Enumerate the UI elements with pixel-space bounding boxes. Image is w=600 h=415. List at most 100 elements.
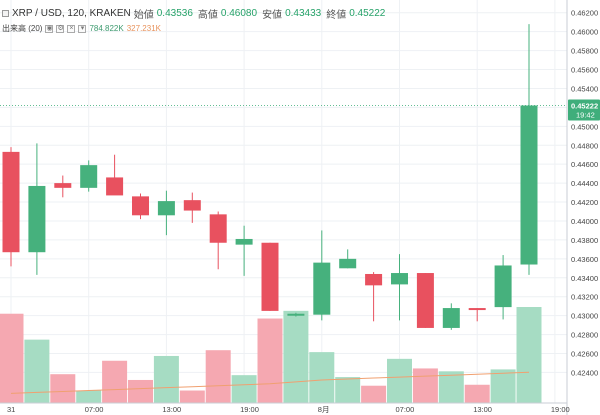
- candle: [28, 143, 46, 275]
- volume-bar: [438, 371, 464, 403]
- candle-body: [132, 196, 149, 216]
- volume-bar: [309, 352, 335, 403]
- x-tick-label: 13:00: [162, 405, 181, 414]
- y-tick-label: 0.42400: [571, 368, 598, 377]
- candle: [520, 24, 538, 275]
- settings-icon[interactable]: ⚙: [56, 24, 65, 33]
- candle-body: [157, 201, 175, 216]
- candle-body: [365, 273, 383, 286]
- price-tag: [568, 99, 600, 121]
- candle: [157, 190, 175, 236]
- x-tick-label: 8月: [318, 405, 330, 414]
- volume-bar: [361, 385, 387, 403]
- y-tick-label: 0.43400: [571, 274, 598, 283]
- candle-body: [468, 308, 486, 311]
- y-tick-label: 0.45600: [571, 66, 598, 75]
- symbol-label: XRP / USD, 120, KRAKEN: [12, 8, 131, 19]
- x-tick-label: 31: [7, 405, 15, 414]
- y-tick-label: 0.42800: [571, 331, 598, 340]
- candle: [442, 303, 460, 330]
- y-tick-label: 0.44800: [571, 141, 598, 150]
- candle: [235, 225, 253, 276]
- candle: [209, 211, 227, 270]
- more-icon[interactable]: ▾: [78, 24, 87, 33]
- candle-body: [313, 262, 331, 315]
- volume-indicator-label: 出来高 (20): [2, 24, 43, 33]
- volume-bar: [102, 360, 128, 403]
- candle: [339, 249, 357, 269]
- y-tick-label: 0.43600: [571, 255, 598, 264]
- volume-bar: [335, 377, 361, 403]
- volume-legend: 出来高 (20) ◉ ⚙ × ▾ 784.822K 327.231K: [2, 23, 161, 34]
- candle: [183, 192, 201, 223]
- volume-ma-value: 327.231K: [126, 24, 161, 33]
- volume-bar: [231, 375, 257, 403]
- x-tick-label: 19:00: [551, 405, 570, 414]
- high-label: 高値: [197, 10, 218, 21]
- candle-body: [520, 105, 538, 265]
- candle: [2, 147, 20, 267]
- y-tick-label: 0.42600: [571, 349, 598, 358]
- candle-body: [235, 238, 253, 245]
- volume-value: 784.822K: [89, 24, 124, 33]
- candle: [416, 273, 434, 328]
- candle: [313, 230, 331, 321]
- candle-body: [28, 185, 46, 253]
- volume-bar: [283, 310, 309, 403]
- candle-body: [442, 308, 460, 328]
- y-tick-label: 0.43800: [571, 236, 598, 245]
- y-tick-label: 0.43000: [571, 312, 598, 321]
- collapse-legend-icon[interactable]: [2, 10, 9, 17]
- candle: [468, 308, 486, 322]
- volume-bar: [50, 374, 76, 403]
- y-tick-label: 0.45000: [571, 122, 598, 131]
- open-label: 始値: [133, 10, 154, 21]
- volume-bar: [412, 368, 438, 403]
- x-tick-label: 07:00: [396, 405, 415, 414]
- candle-body: [80, 165, 98, 188]
- close-value: 0.45222: [349, 8, 386, 19]
- volume-bar: [128, 379, 153, 403]
- volume-ma-line: [10, 371, 530, 394]
- candle-body: [494, 265, 512, 308]
- volume-bar: [179, 390, 205, 403]
- candle-body: [287, 313, 305, 316]
- low-value: 0.43433: [285, 8, 322, 19]
- candle: [365, 272, 383, 322]
- y-tick-label: 0.46200: [571, 9, 598, 18]
- low-label: 安値: [262, 10, 283, 21]
- y-tick-label: 0.45800: [571, 47, 598, 56]
- candle-body: [339, 258, 357, 269]
- legend-header: XRP / USD, 120, KRAKEN 始値 0.43536 高値 0.4…: [2, 6, 387, 21]
- close-label: 終値: [326, 10, 347, 21]
- candle-body: [183, 200, 201, 211]
- volume-bar: [205, 350, 231, 403]
- volume-bar: [24, 339, 50, 403]
- eye-icon[interactable]: ◉: [45, 24, 54, 33]
- volume-bar: [516, 307, 542, 403]
- candle: [261, 242, 279, 311]
- y-tick-label: 0.44000: [571, 217, 598, 226]
- y-tick-label: 0.43200: [571, 293, 598, 302]
- candle: [494, 255, 512, 320]
- candle-body: [261, 242, 279, 311]
- candle: [391, 254, 408, 321]
- close-icon[interactable]: ×: [67, 24, 76, 33]
- volume-bar: [76, 390, 102, 403]
- candle-body: [2, 151, 20, 253]
- volume-bar: [0, 313, 24, 403]
- price-tag-countdown: 19:42: [576, 110, 595, 119]
- candle: [287, 312, 305, 317]
- candle: [106, 154, 124, 196]
- y-tick-label: 0.45400: [571, 84, 598, 93]
- y-tick-label: 0.44600: [571, 160, 598, 169]
- volume-bar: [257, 318, 283, 403]
- candle: [80, 160, 98, 192]
- candle-body: [416, 273, 434, 328]
- open-value: 0.43536: [156, 8, 193, 19]
- price-tag-value: 0.45222: [571, 101, 598, 110]
- candle-body: [209, 214, 227, 243]
- candle-body: [391, 273, 408, 285]
